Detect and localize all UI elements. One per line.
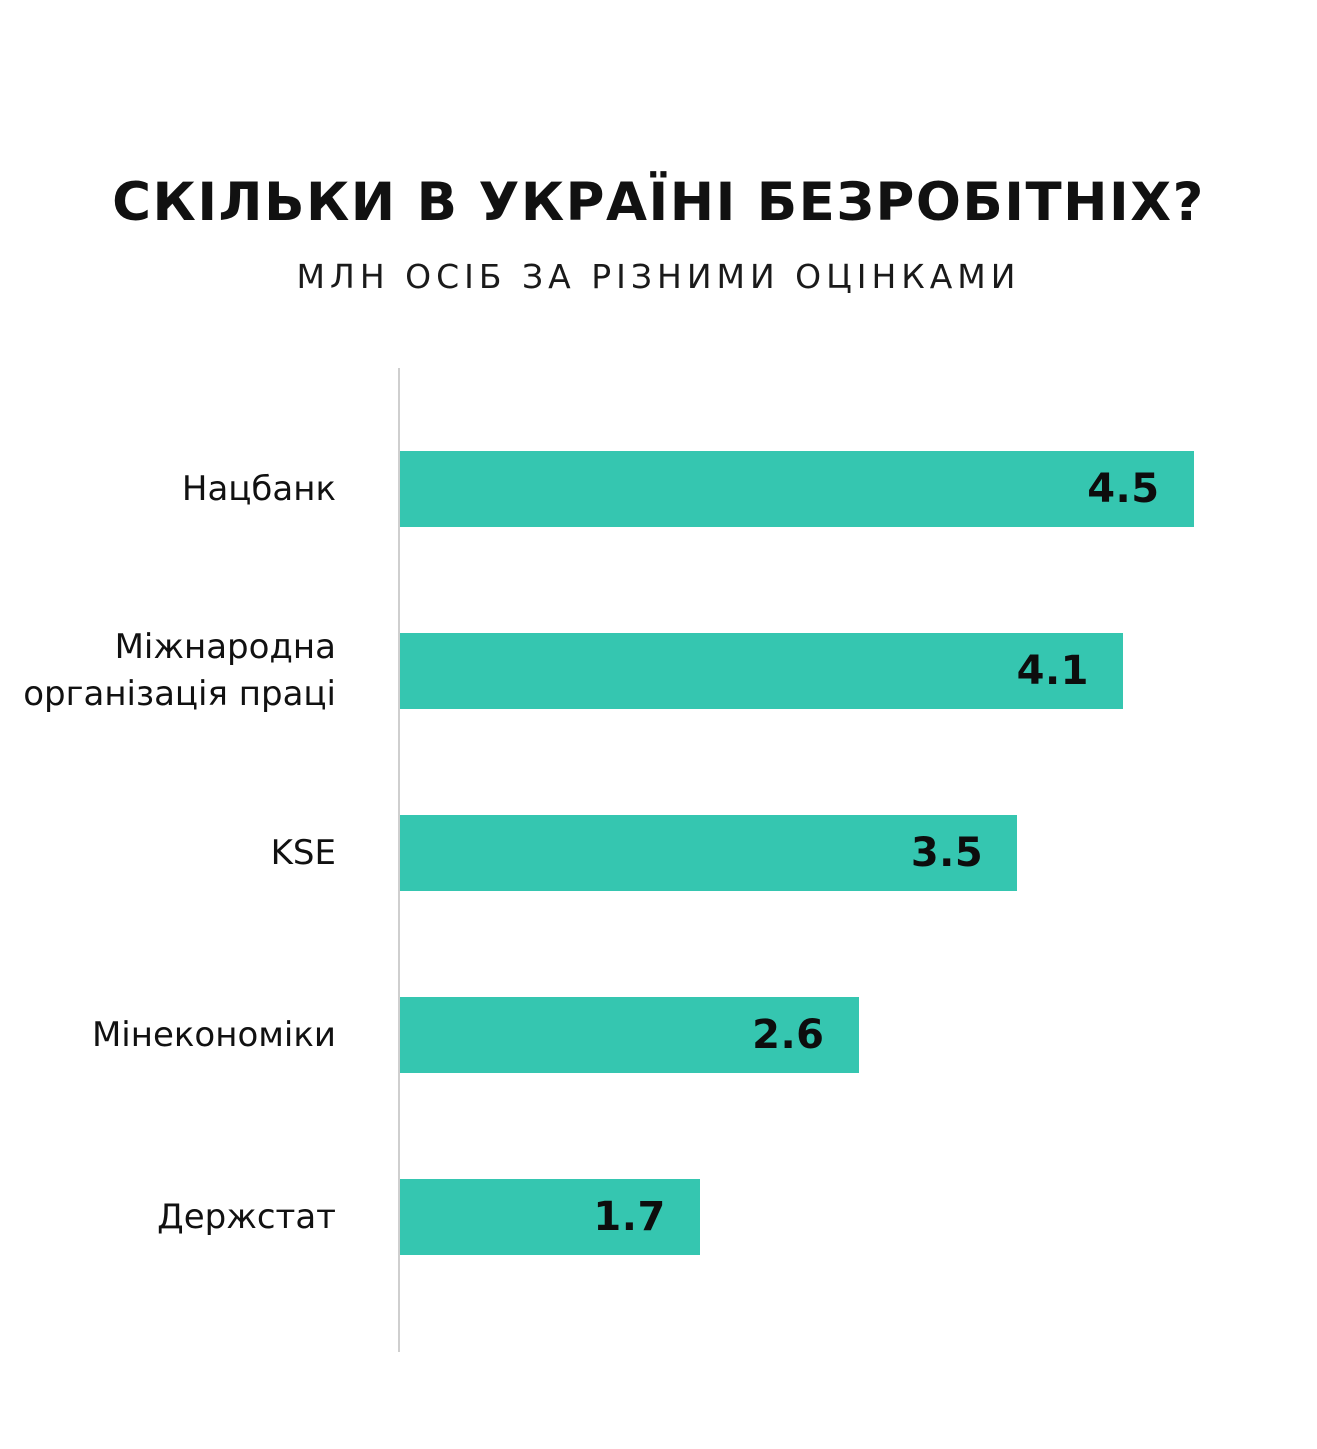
bar-row: Міжнародна організація праці 4.1 [0, 580, 1317, 762]
value-label: 4.5 [1087, 466, 1160, 512]
value-label: 4.1 [1016, 648, 1090, 694]
category-label: Міжнародна організація праці [23, 627, 336, 714]
bar: 4.1 [400, 633, 1124, 709]
bar: 4.5 [400, 451, 1194, 527]
bar-row: Нацбанк 4.5 [0, 398, 1317, 580]
bar-track: 4.1 [368, 633, 1317, 709]
category-label: Держстат [157, 1196, 336, 1237]
bar-row: KSE 3.5 [0, 762, 1317, 944]
bar-chart: Нацбанк 4.5 Міжнародна організація праці 4.… [0, 368, 1317, 1352]
bar: 2.6 [400, 997, 859, 1073]
bar-track: 2.6 [368, 997, 1317, 1073]
y-axis-line [398, 368, 400, 1352]
bar-track: 1.7 [368, 1179, 1317, 1255]
chart-header: СКІЛЬКИ В УКРАЇНІ БЕЗРОБІТНІХ? МЛН ОСІБ … [0, 0, 1317, 296]
category-label: Нацбанк [181, 468, 336, 509]
value-label: 1.7 [593, 1194, 666, 1240]
bar-track: 4.5 [368, 451, 1317, 527]
value-label: 2.6 [752, 1012, 825, 1058]
value-label: 3.5 [910, 830, 984, 876]
chart-subtitle: МЛН ОСІБ ЗА РІЗНИМИ ОЦІНКАМИ [296, 257, 1021, 296]
category-label: KSE [270, 832, 336, 873]
chart-title: СКІЛЬКИ В УКРАЇНІ БЕЗРОБІТНІХ? [112, 172, 1205, 233]
category-label: Мінекономіки [91, 1014, 336, 1055]
bar-row: Мінекономіки 2.6 [0, 944, 1317, 1126]
bar-row: Держстат 1.7 [0, 1126, 1317, 1308]
bar-track: 3.5 [368, 815, 1317, 891]
bar: 3.5 [400, 815, 1018, 891]
bar-rows: Нацбанк 4.5 Міжнародна організація праці 4.… [0, 398, 1317, 1308]
bar: 1.7 [400, 1179, 700, 1255]
